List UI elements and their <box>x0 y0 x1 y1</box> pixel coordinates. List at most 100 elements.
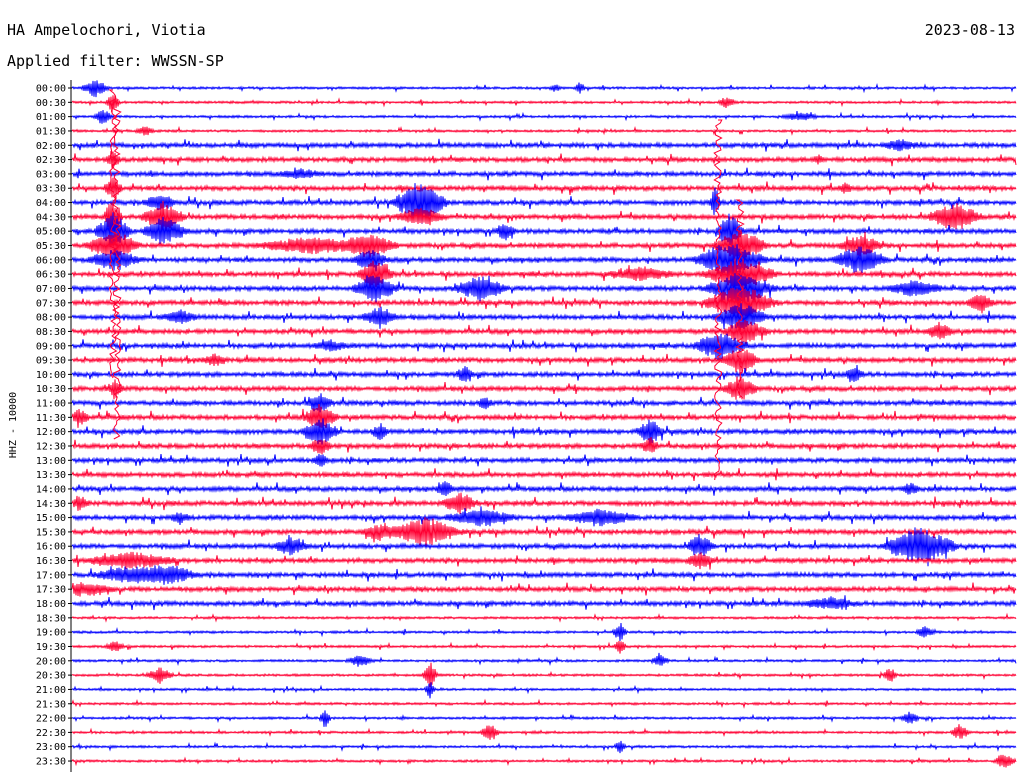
row-time-label: 05:30 <box>36 241 66 252</box>
seismic-trace-row <box>71 319 1017 345</box>
seismic-trace-row <box>71 258 1017 289</box>
seismic-trace-row <box>71 349 1017 374</box>
seismic-trace-row <box>71 492 1017 515</box>
row-time-label: 00:30 <box>36 98 66 109</box>
seismic-trace-row <box>71 212 1017 249</box>
row-time-label: 15:00 <box>36 513 66 524</box>
row-time-label: 01:30 <box>36 126 66 137</box>
seismic-trace-row <box>71 229 1017 261</box>
traces-group <box>71 80 1017 768</box>
row-time-label: 21:00 <box>36 685 66 696</box>
seismic-trace-row <box>71 565 1017 585</box>
row-time-label: 17:00 <box>36 570 66 581</box>
row-time-label: 16:30 <box>36 556 66 567</box>
seismic-trace-row <box>71 285 1017 319</box>
row-time-label: 23:00 <box>36 742 66 753</box>
seismic-trace-row <box>71 652 1017 667</box>
row-time-label: 12:00 <box>36 427 66 438</box>
seismic-trace-row <box>71 80 1017 98</box>
seismic-trace-row <box>71 167 1017 181</box>
seismic-trace-row <box>71 640 1017 654</box>
row-time-label: 18:00 <box>36 599 66 610</box>
seismic-trace-row <box>71 200 1017 236</box>
row-time-label: 04:30 <box>36 212 66 223</box>
row-time-label: 06:30 <box>36 270 66 281</box>
row-time-label: 10:30 <box>36 384 66 395</box>
date-label: 2023-08-13 <box>924 21 1015 39</box>
row-time-label: 14:00 <box>36 484 66 495</box>
event-spike <box>713 119 723 481</box>
seismic-trace-row <box>71 333 1017 361</box>
seismic-trace-row <box>71 740 1017 754</box>
row-time-label: 10:00 <box>36 370 66 381</box>
filter-label: Applied filter: WWSSN-SP <box>7 52 224 70</box>
row-time-label: 20:00 <box>36 656 66 667</box>
seismic-trace-row <box>71 595 1017 611</box>
seismic-trace-row <box>71 364 1017 383</box>
row-time-label: 19:00 <box>36 628 66 639</box>
row-time-label: 09:30 <box>36 356 66 367</box>
seismic-trace-row <box>71 698 1017 709</box>
seismic-trace-row <box>71 393 1017 413</box>
row-time-label: 23:30 <box>36 757 66 768</box>
seismic-trace-row <box>71 110 1017 124</box>
seismic-trace-row <box>71 303 1017 330</box>
seismic-trace-row <box>71 376 1017 400</box>
ticks-group: 00:00 00:30 01:00 01:30 02:00 02:30 03:00 03:30… <box>36 84 72 768</box>
event-spike <box>112 99 122 440</box>
row-time-label: 02:00 <box>36 141 66 152</box>
seismic-trace-row <box>71 244 1017 278</box>
row-time-label: 16:00 <box>36 542 66 553</box>
row-time-label: 11:00 <box>36 399 66 410</box>
row-time-label: 06:00 <box>36 255 66 266</box>
seismic-trace-row <box>71 151 1017 168</box>
seismic-trace-row <box>71 710 1017 727</box>
seismic-trace-row <box>71 403 1017 428</box>
row-time-label: 11:30 <box>36 413 66 424</box>
row-time-label: 15:30 <box>36 527 66 538</box>
row-time-label: 07:30 <box>36 298 66 309</box>
row-time-label: 07:00 <box>36 284 66 295</box>
row-time-label: 13:00 <box>36 456 66 467</box>
row-time-label: 19:30 <box>36 642 66 653</box>
seismic-trace-row <box>71 418 1017 446</box>
seismic-trace-row <box>71 183 1017 224</box>
seismic-trace-row <box>71 94 1017 114</box>
channel-label: HHZ - 10000 <box>8 392 19 458</box>
row-time-label: 12:30 <box>36 442 66 453</box>
row-time-label: 08:30 <box>36 327 66 338</box>
row-time-label: 14:30 <box>36 499 66 510</box>
seismic-trace-row <box>71 612 1017 623</box>
row-time-label: 05:00 <box>36 227 66 238</box>
row-time-label: 13:30 <box>36 470 66 481</box>
seismic-trace-row <box>71 453 1017 467</box>
seismic-trace-row <box>71 551 1017 570</box>
seismic-trace-row <box>71 582 1017 597</box>
row-time-label: 18:30 <box>36 613 66 624</box>
seismic-trace-row <box>71 125 1017 136</box>
row-time-label: 08:00 <box>36 313 66 324</box>
event-spike <box>735 199 746 399</box>
row-time-label: 03:30 <box>36 184 66 195</box>
row-time-label: 21:30 <box>36 699 66 710</box>
seismic-trace-row <box>71 138 1017 152</box>
row-time-label: 01:00 <box>36 112 66 123</box>
seismic-trace-row <box>71 437 1017 455</box>
seismic-trace-row <box>71 724 1017 740</box>
row-time-label: 00:00 <box>36 84 66 95</box>
seismic-trace-row <box>71 662 1017 688</box>
seismic-trace-row <box>71 622 1017 642</box>
row-time-label: 02:30 <box>36 155 66 166</box>
row-time-label: 22:00 <box>36 714 66 725</box>
seismic-trace-row <box>71 506 1017 527</box>
seismic-trace-row <box>71 527 1017 567</box>
row-time-label: 20:30 <box>36 671 66 682</box>
row-time-label: 17:30 <box>36 585 66 596</box>
station-title: HA Ampelochori, Viotia <box>7 21 206 39</box>
seismic-trace-row <box>71 468 1017 481</box>
seismic-trace-row <box>71 481 1017 497</box>
seismic-trace-row <box>71 754 1017 768</box>
seismic-trace-row <box>71 517 1017 547</box>
seismic-trace-row <box>71 682 1017 699</box>
